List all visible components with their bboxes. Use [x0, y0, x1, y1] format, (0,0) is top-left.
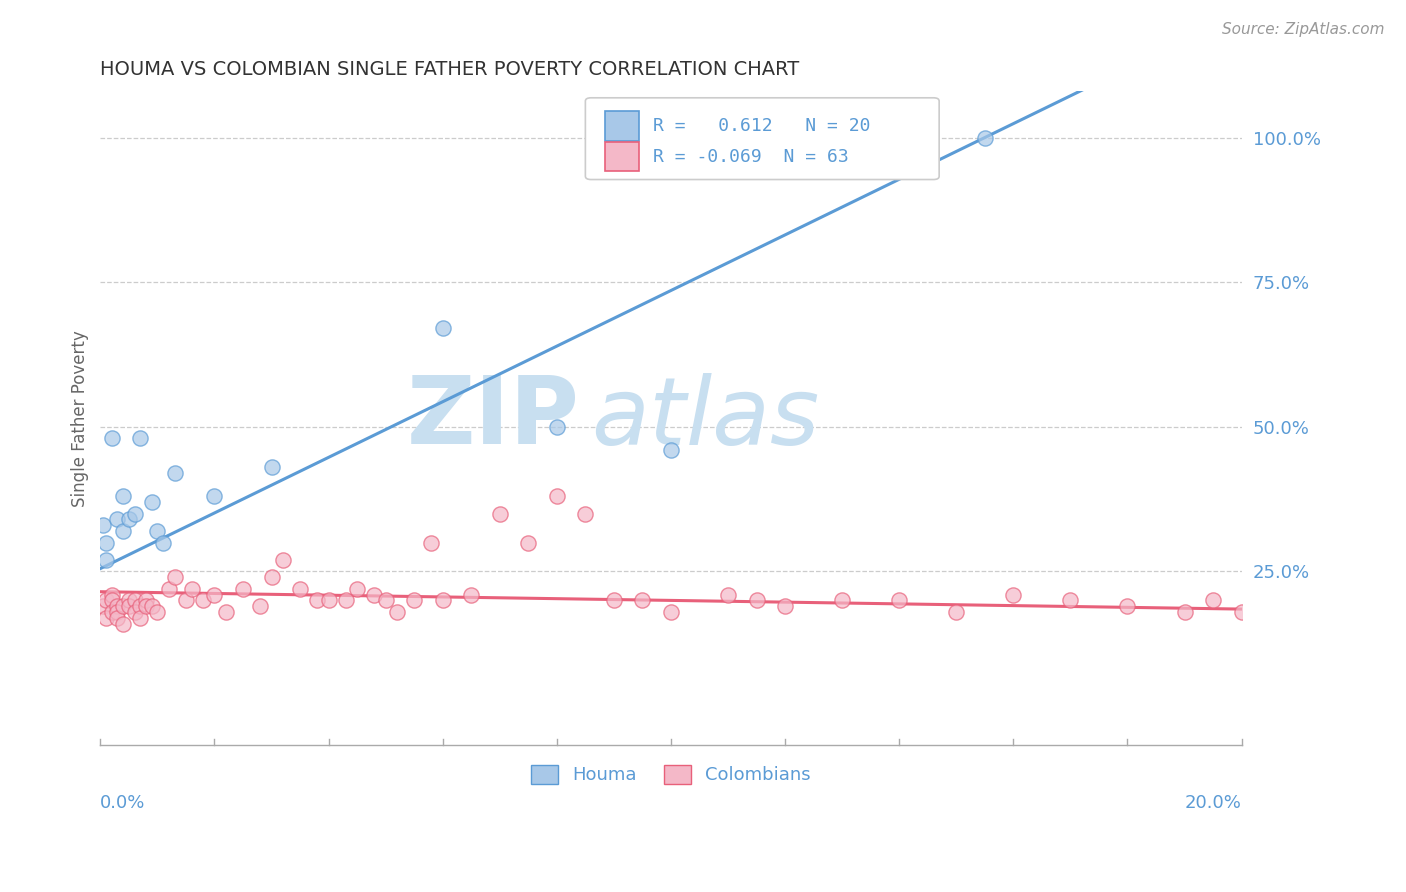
- Point: [100, 431, 122, 445]
- Text: R = -0.069  N = 63: R = -0.069 N = 63: [652, 148, 848, 166]
- Point: [1173, 605, 1195, 619]
- Point: [100, 605, 122, 619]
- Point: [271, 553, 294, 567]
- Text: HOUMA VS COLOMBIAN SINGLE FATHER POVERTY CORRELATION CHART: HOUMA VS COLOMBIAN SINGLE FATHER POVERTY…: [100, 60, 800, 78]
- Point: [100, 588, 122, 602]
- FancyBboxPatch shape: [585, 98, 939, 179]
- Point: [94, 611, 117, 625]
- Point: [307, 593, 329, 607]
- Point: [118, 512, 141, 526]
- Point: [288, 582, 311, 596]
- Point: [335, 593, 357, 607]
- Bar: [605, 112, 638, 141]
- Point: [973, 130, 995, 145]
- Legend: Houma, Colombians: Houma, Colombians: [523, 758, 818, 791]
- Point: [574, 507, 596, 521]
- Point: [889, 593, 911, 607]
- Point: [488, 507, 510, 521]
- Point: [94, 535, 117, 549]
- Point: [141, 599, 163, 614]
- Point: [745, 593, 768, 607]
- Point: [1002, 588, 1025, 602]
- Point: [260, 570, 283, 584]
- Point: [152, 535, 174, 549]
- Point: [546, 489, 568, 503]
- Point: [1116, 599, 1139, 614]
- Point: [318, 593, 340, 607]
- Point: [174, 593, 197, 607]
- Text: atlas: atlas: [591, 373, 820, 464]
- Point: [773, 599, 796, 614]
- Point: [94, 593, 117, 607]
- Point: [107, 512, 129, 526]
- Point: [631, 593, 654, 607]
- Point: [157, 582, 180, 596]
- Y-axis label: Single Father Poverty: Single Father Poverty: [72, 330, 89, 507]
- Point: [94, 553, 117, 567]
- Point: [517, 535, 540, 549]
- Point: [420, 535, 443, 549]
- Point: [112, 616, 135, 631]
- Point: [385, 605, 408, 619]
- Point: [163, 466, 186, 480]
- Point: [432, 593, 454, 607]
- Point: [204, 489, 226, 503]
- Point: [112, 524, 135, 538]
- Point: [659, 605, 682, 619]
- Point: [135, 593, 157, 607]
- Text: ZIP: ZIP: [406, 372, 579, 464]
- Point: [404, 593, 426, 607]
- Point: [191, 593, 214, 607]
- Text: 20.0%: 20.0%: [1185, 794, 1241, 812]
- Point: [163, 570, 186, 584]
- Point: [659, 442, 682, 457]
- Point: [135, 599, 157, 614]
- Point: [124, 593, 146, 607]
- Point: [546, 420, 568, 434]
- Point: [129, 611, 152, 625]
- Point: [1202, 593, 1225, 607]
- Text: Source: ZipAtlas.com: Source: ZipAtlas.com: [1222, 22, 1385, 37]
- Point: [91, 599, 114, 614]
- Point: [118, 593, 141, 607]
- Point: [363, 588, 385, 602]
- Point: [232, 582, 254, 596]
- Point: [603, 593, 626, 607]
- Point: [118, 599, 141, 614]
- Point: [945, 605, 967, 619]
- Point: [141, 495, 163, 509]
- Point: [91, 518, 114, 533]
- Point: [432, 321, 454, 335]
- Point: [112, 599, 135, 614]
- Text: 0.0%: 0.0%: [100, 794, 146, 812]
- Point: [124, 507, 146, 521]
- Point: [124, 605, 146, 619]
- Point: [460, 588, 482, 602]
- Bar: [605, 142, 638, 171]
- Point: [129, 431, 152, 445]
- Point: [100, 593, 122, 607]
- Point: [260, 460, 283, 475]
- Point: [717, 588, 740, 602]
- Point: [107, 599, 129, 614]
- Point: [1059, 593, 1081, 607]
- Text: R =   0.612   N = 20: R = 0.612 N = 20: [652, 117, 870, 135]
- Point: [1230, 605, 1253, 619]
- Point: [146, 524, 169, 538]
- Point: [112, 489, 135, 503]
- Point: [249, 599, 271, 614]
- Point: [831, 593, 853, 607]
- Point: [146, 605, 169, 619]
- Point: [107, 611, 129, 625]
- Point: [129, 599, 152, 614]
- Point: [204, 588, 226, 602]
- Point: [374, 593, 396, 607]
- Point: [180, 582, 202, 596]
- Point: [107, 605, 129, 619]
- Point: [346, 582, 368, 596]
- Point: [215, 605, 238, 619]
